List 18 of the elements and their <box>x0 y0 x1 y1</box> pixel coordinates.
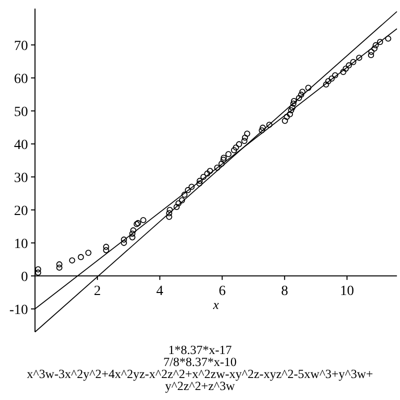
x-tick-label: 6 <box>218 284 226 299</box>
y-tick-label: 50 <box>14 104 28 120</box>
y-tick-label: 70 <box>14 38 28 54</box>
text: x^3w-3x^2y^2+4x^2yz-x^2z^2+x^2zw-xy^2z-xyz^2-5xw^3+y^3w+y^2z^2+z^3w <box>26 367 374 393</box>
y-tick-label: 60 <box>14 72 28 87</box>
y-tick-label: 20 <box>14 204 28 219</box>
x-tick-label: 10 <box>340 284 354 299</box>
y-tick-label: -10 <box>9 302 28 318</box>
y-tick-label: 40 <box>14 138 28 153</box>
x-tick-label: 2 <box>94 284 101 299</box>
y-tick-label: 30 <box>14 170 28 186</box>
text: 1*8.37*x-17 <box>168 343 232 357</box>
x-tick-label: 4 <box>156 284 164 299</box>
y-tick-label: 10 <box>14 236 28 252</box>
x-axis-title: x <box>212 296 220 312</box>
x-tick-label: 8 <box>281 284 288 299</box>
y-tick-label: 0 <box>21 270 28 285</box>
text: 7/8*8.37*x-10 <box>163 355 237 369</box>
